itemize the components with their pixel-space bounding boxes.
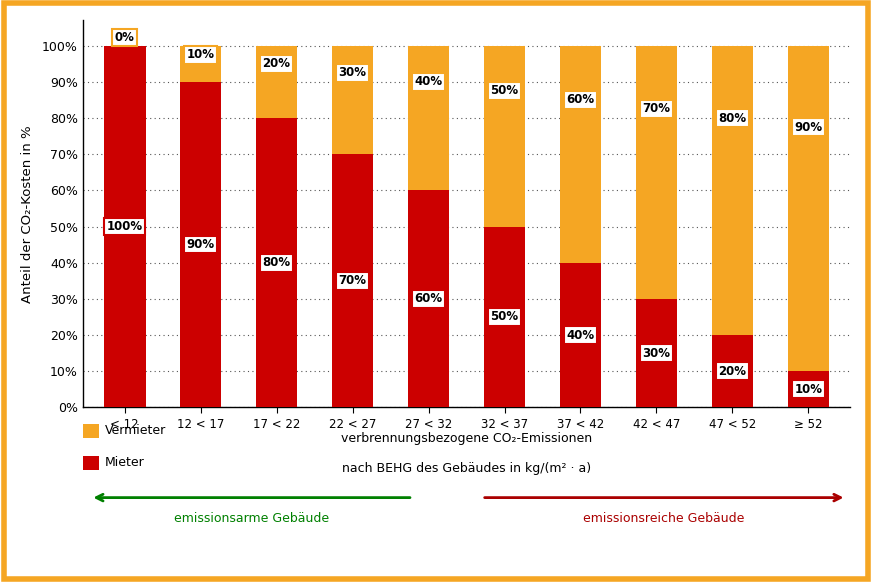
Bar bbox=[484, 46, 526, 226]
Bar bbox=[787, 46, 829, 371]
Text: 80%: 80% bbox=[719, 112, 746, 125]
Bar bbox=[104, 46, 146, 407]
Text: Mieter: Mieter bbox=[105, 456, 145, 469]
Text: emissionsreiche Gebäude: emissionsreiche Gebäude bbox=[583, 512, 745, 525]
Bar bbox=[787, 371, 829, 407]
Text: Vermieter: Vermieter bbox=[105, 424, 166, 437]
Text: 80%: 80% bbox=[262, 256, 290, 269]
Text: 30%: 30% bbox=[643, 347, 671, 360]
Text: 10%: 10% bbox=[794, 383, 822, 396]
Text: 0%: 0% bbox=[115, 31, 134, 44]
Text: 50%: 50% bbox=[490, 84, 519, 97]
Bar bbox=[180, 46, 221, 82]
Text: 40%: 40% bbox=[414, 75, 443, 88]
Text: 20%: 20% bbox=[719, 365, 746, 378]
Text: emissionsarme Gebäude: emissionsarme Gebäude bbox=[174, 512, 330, 525]
Text: nach BEHG des Gebäudes in kg/(m² · a): nach BEHG des Gebäudes in kg/(m² · a) bbox=[342, 462, 591, 475]
Bar bbox=[712, 46, 753, 335]
Bar bbox=[255, 118, 297, 407]
Bar bbox=[636, 299, 678, 407]
Bar bbox=[407, 190, 449, 407]
Bar bbox=[255, 46, 297, 118]
Bar bbox=[560, 46, 602, 262]
Text: 50%: 50% bbox=[490, 310, 519, 324]
Text: 60%: 60% bbox=[414, 292, 443, 306]
Text: 90%: 90% bbox=[794, 120, 822, 134]
Text: verbrennungsbezogene CO₂-Emissionen: verbrennungsbezogene CO₂-Emissionen bbox=[341, 432, 592, 445]
Text: 10%: 10% bbox=[187, 48, 215, 61]
Text: 40%: 40% bbox=[567, 329, 595, 342]
Bar bbox=[180, 82, 221, 407]
Bar bbox=[407, 46, 449, 190]
Text: 60%: 60% bbox=[567, 94, 595, 107]
Text: 30%: 30% bbox=[338, 66, 366, 79]
Text: 70%: 70% bbox=[338, 274, 366, 288]
Text: 20%: 20% bbox=[262, 57, 290, 70]
Bar bbox=[636, 46, 678, 299]
Text: 100%: 100% bbox=[106, 220, 143, 233]
Bar bbox=[331, 46, 373, 154]
Bar bbox=[484, 226, 526, 407]
Bar bbox=[712, 335, 753, 407]
Bar bbox=[331, 154, 373, 407]
Text: 70%: 70% bbox=[643, 102, 671, 115]
Y-axis label: Anteil der CO₂-Kosten in %: Anteil der CO₂-Kosten in % bbox=[21, 125, 34, 303]
Text: 90%: 90% bbox=[187, 238, 215, 251]
Bar bbox=[560, 262, 602, 407]
